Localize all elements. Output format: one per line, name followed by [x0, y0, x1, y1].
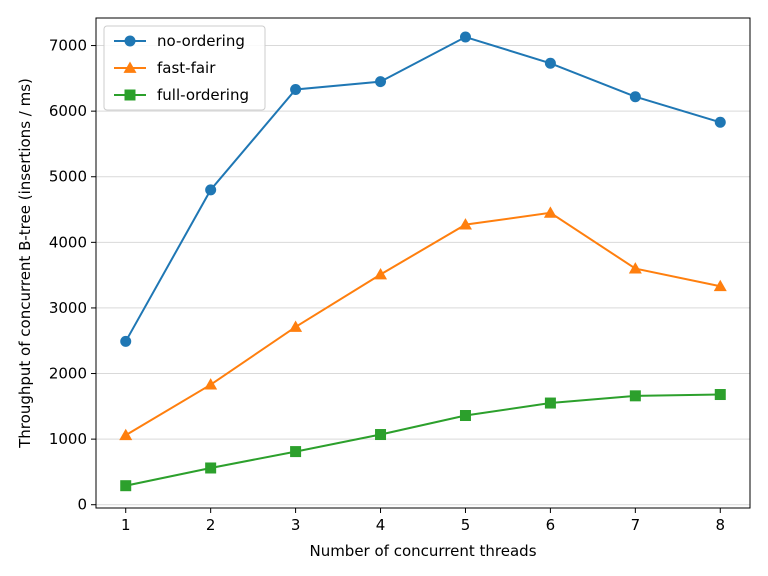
x-tick-label: 7 [631, 516, 641, 534]
data-point [714, 116, 726, 128]
data-point [205, 184, 217, 196]
data-point [375, 76, 387, 88]
x-tick-label: 6 [546, 516, 556, 534]
legend-label: full-ordering [157, 86, 249, 104]
data-point [628, 262, 642, 274]
y-tick-label: 3000 [49, 299, 87, 317]
data-point [375, 429, 387, 441]
y-tick-label: 6000 [49, 102, 87, 120]
y-tick-label: 4000 [49, 233, 87, 251]
data-point [119, 428, 133, 441]
series-group [119, 31, 727, 492]
series-line [125, 211, 721, 437]
series-no-ordering [120, 31, 726, 347]
data-point [459, 31, 471, 43]
legend-label: no-ordering [157, 32, 245, 50]
y-tick-label: 0 [77, 496, 87, 514]
legend-marker [123, 61, 137, 73]
y-tick-label: 7000 [49, 37, 87, 55]
data-point [204, 378, 218, 390]
x-axis-label: Number of concurrent threads [309, 542, 536, 560]
x-tick-label: 8 [715, 516, 725, 534]
data-point [290, 446, 302, 458]
data-point [289, 320, 303, 332]
data-point [714, 389, 726, 401]
y-axis-ticks: 0 1000 2000 3000 4000 5000 6000 7000 [49, 37, 96, 514]
x-tick-label: 2 [206, 516, 216, 534]
data-point [629, 390, 641, 402]
data-point [544, 57, 556, 69]
legend-item: no-ordering [114, 32, 245, 50]
series-line [124, 35, 721, 342]
x-axis-ticks: 1 2 3 4 5 6 7 8 [121, 508, 725, 534]
series-full-ordering [120, 389, 726, 492]
x-tick-label: 3 [291, 516, 301, 534]
data-point [120, 480, 132, 492]
data-point [458, 218, 472, 230]
data-point [290, 83, 302, 95]
data-point [544, 397, 556, 409]
x-tick-label: 5 [461, 516, 471, 534]
data-point [205, 462, 217, 474]
y-tick-label: 5000 [49, 168, 87, 186]
y-tick-label: 1000 [49, 430, 87, 448]
data-point [459, 410, 471, 422]
series-fast-fair [119, 206, 727, 441]
grid-lines [96, 45, 750, 506]
legend-box [103, 25, 266, 111]
legend-marker [124, 89, 136, 101]
data-point [543, 206, 557, 218]
series-line [125, 393, 721, 487]
legend-item: fast-fair [114, 59, 216, 77]
x-tick-label: 1 [121, 516, 131, 534]
y-tick-label: 2000 [49, 365, 87, 383]
y-axis-label: Throughput of concurrent B-tree (inserti… [16, 78, 34, 449]
x-tick-label: 4 [376, 516, 386, 534]
legend: no-ordering fast-fair full-ordering [103, 25, 266, 111]
legend-label: fast-fair [157, 59, 216, 77]
data-point [120, 335, 132, 347]
legend-marker [124, 35, 136, 47]
data-point [713, 279, 727, 292]
plot-frame [95, 17, 751, 509]
legend-item: full-ordering [114, 86, 249, 104]
data-point [374, 267, 388, 280]
data-point [629, 91, 641, 103]
